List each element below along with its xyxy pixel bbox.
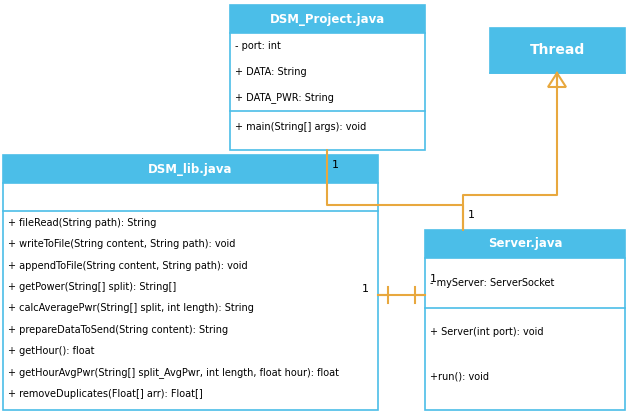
Bar <box>425 230 625 258</box>
Bar <box>3 155 378 410</box>
Text: DSM_Project.java: DSM_Project.java <box>270 13 385 25</box>
Text: 1: 1 <box>468 210 475 220</box>
Text: Thread: Thread <box>530 43 585 58</box>
Text: 1: 1 <box>362 284 369 294</box>
Bar <box>230 5 425 33</box>
Text: - myServer: ServerSocket: - myServer: ServerSocket <box>430 278 554 288</box>
Text: + getHourAvgPwr(String[] split_AvgPwr, int length, float hour): float: + getHourAvgPwr(String[] split_AvgPwr, i… <box>8 367 339 378</box>
Text: + DATA_PWR: String: + DATA_PWR: String <box>235 92 334 103</box>
Text: + main(String[] args): void: + main(String[] args): void <box>235 122 366 133</box>
Text: + getPower(String[] split): String[]: + getPower(String[] split): String[] <box>8 282 176 292</box>
Bar <box>490 28 625 73</box>
Text: DSM_lib.java: DSM_lib.java <box>148 163 233 176</box>
Text: + appendToFile(String content, String path): void: + appendToFile(String content, String pa… <box>8 260 248 270</box>
Text: + Server(int port): void: + Server(int port): void <box>430 327 543 337</box>
Text: +run(): void: +run(): void <box>430 372 489 382</box>
Text: 1: 1 <box>332 160 339 170</box>
Text: Server.java: Server.java <box>487 237 562 250</box>
Text: 1: 1 <box>430 274 437 284</box>
Bar <box>425 230 625 410</box>
Text: + prepareDataToSend(String content): String: + prepareDataToSend(String content): Str… <box>8 325 228 335</box>
Text: + getHour(): float: + getHour(): float <box>8 346 94 356</box>
Text: - port: int: - port: int <box>235 41 281 51</box>
Text: + removeDuplicates(Float[] arr): Float[]: + removeDuplicates(Float[] arr): Float[] <box>8 389 203 399</box>
Bar <box>3 155 378 183</box>
Bar <box>230 5 425 150</box>
Text: + fileRead(String path): String: + fileRead(String path): String <box>8 218 157 228</box>
Text: + DATA: String: + DATA: String <box>235 67 306 77</box>
Text: + writeToFile(String content, String path): void: + writeToFile(String content, String pat… <box>8 239 235 249</box>
Bar <box>490 28 625 73</box>
Text: + calcAveragePwr(String[] split, int length): String: + calcAveragePwr(String[] split, int len… <box>8 303 254 314</box>
